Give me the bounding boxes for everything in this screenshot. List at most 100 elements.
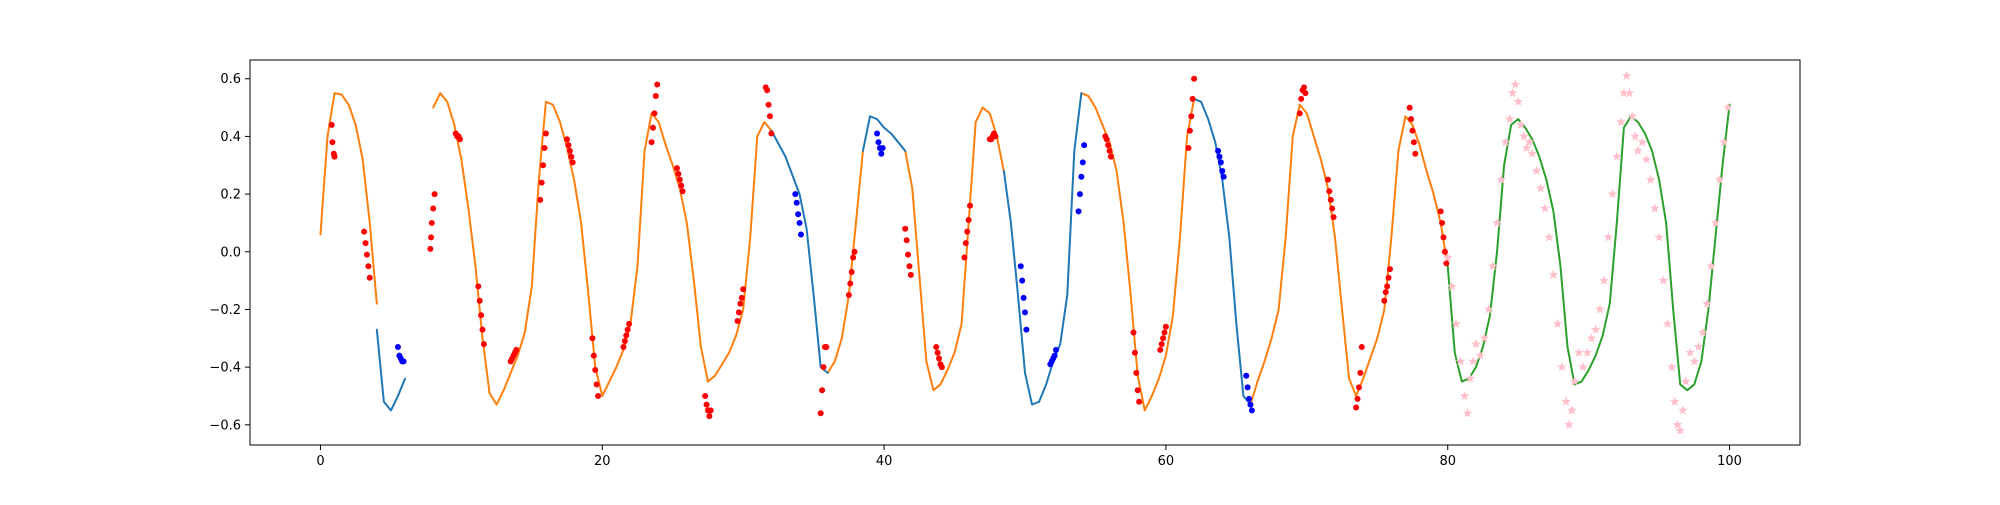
data-point-star [1465, 373, 1476, 383]
data-point [650, 124, 656, 131]
data-point-star [1459, 390, 1470, 401]
data-point [427, 245, 434, 252]
data-point [797, 231, 804, 238]
data-point [1354, 395, 1361, 402]
data-point-star [1678, 405, 1688, 415]
data-point [847, 280, 854, 287]
data-point [1130, 329, 1137, 336]
series-line [1080, 92, 1196, 412]
x-tick-label: 0 [316, 454, 324, 469]
data-point-star [1524, 137, 1535, 147]
data-point-star [1531, 166, 1542, 176]
data-point [823, 343, 830, 350]
data-point-star [1627, 111, 1638, 121]
x-tick-label: 20 [594, 454, 611, 469]
data-point [1157, 346, 1164, 353]
data-point-star [1510, 79, 1521, 89]
series-4 [394, 130, 1255, 414]
data-point [1358, 343, 1365, 350]
data-point [965, 217, 972, 224]
data-point [907, 271, 914, 278]
data-point-star [1442, 252, 1453, 262]
data-point-star [1612, 151, 1622, 161]
data-point [1217, 159, 1224, 166]
data-point [1330, 214, 1337, 221]
data-point [737, 300, 744, 307]
data-point-star [1519, 131, 1529, 141]
data-point [819, 387, 826, 394]
data-point [1298, 95, 1305, 102]
data-point-star [1702, 298, 1712, 308]
data-point-star [1475, 350, 1485, 360]
data-point-star [1468, 356, 1478, 366]
data-point [1243, 372, 1250, 379]
data-point [1185, 144, 1192, 151]
data-point [621, 338, 628, 345]
series-layer [319, 70, 1733, 435]
data-point [480, 341, 487, 348]
data-point [565, 142, 572, 149]
data-point [1162, 323, 1169, 330]
x-tick-label: 100 [1717, 454, 1742, 469]
data-point [1160, 335, 1167, 342]
data-point-star [1574, 347, 1584, 357]
data-point-star [1654, 232, 1664, 242]
data-point [1357, 369, 1364, 376]
data-point [623, 332, 630, 339]
data-point-star [1447, 281, 1457, 291]
data-point-star [1500, 137, 1511, 147]
data-point [651, 110, 658, 117]
data-point [934, 349, 941, 356]
data-point [595, 392, 602, 399]
data-point [992, 133, 999, 140]
data-point [1409, 127, 1416, 134]
data-point [592, 367, 599, 374]
data-point [1136, 398, 1143, 405]
data-point-star [1521, 142, 1532, 152]
data-point [734, 317, 741, 324]
plot-area [249, 59, 1801, 446]
data-point [1384, 283, 1391, 290]
data-point-star [1527, 148, 1538, 158]
data-point [538, 179, 545, 186]
data-point [1327, 196, 1334, 203]
data-point [328, 121, 335, 128]
data-point [1105, 142, 1112, 149]
data-point [1324, 176, 1331, 183]
data-point [1191, 75, 1198, 82]
data-point-star [1607, 189, 1618, 199]
data-point [589, 335, 596, 342]
data-point [569, 159, 576, 166]
data-point [964, 228, 971, 235]
data-point-star [1685, 347, 1695, 357]
data-point [1106, 147, 1113, 154]
data-point [1353, 404, 1360, 411]
data-point-star [1483, 304, 1494, 314]
data-point-star [1513, 96, 1523, 106]
data-point [703, 401, 710, 408]
data-point [1408, 116, 1415, 123]
data-point [1410, 139, 1417, 146]
data-point [331, 153, 338, 160]
data-point [1075, 208, 1082, 215]
data-point [1023, 326, 1030, 333]
data-point [365, 263, 372, 270]
data-point [875, 139, 882, 146]
x-tick-label: 80 [1439, 454, 1456, 469]
data-point [593, 381, 600, 388]
data-point [1081, 142, 1088, 149]
data-point [1053, 346, 1059, 353]
data-point-star [1672, 419, 1683, 429]
data-point [817, 410, 824, 417]
data-point [1216, 153, 1223, 160]
data-point-star [1455, 356, 1466, 366]
data-point-star [1586, 333, 1597, 343]
data-point [400, 358, 407, 365]
data-point [513, 346, 520, 353]
data-point-star [1564, 419, 1574, 429]
data-point [428, 219, 435, 226]
data-point [648, 139, 655, 146]
data-point [878, 150, 885, 157]
data-point-star [1633, 145, 1643, 155]
